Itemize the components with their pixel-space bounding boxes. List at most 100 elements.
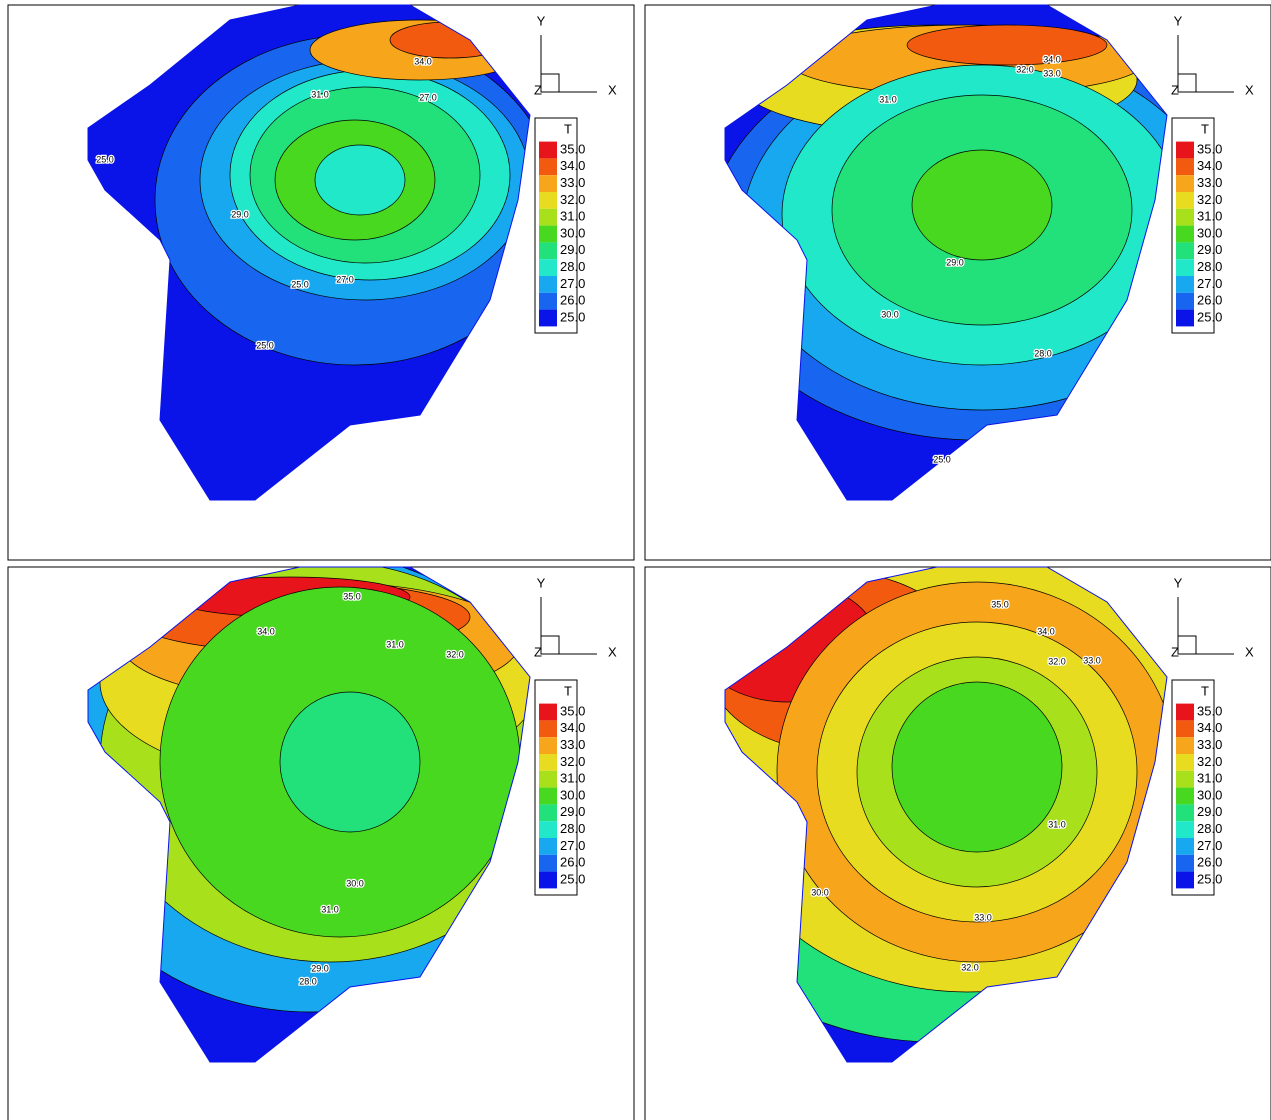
legend-swatch (539, 720, 557, 738)
contour-label: 25.0 (256, 340, 274, 350)
axis-label-z: Z (1171, 82, 1179, 97)
legend-title: T (1201, 121, 1209, 136)
legend-swatch (539, 703, 557, 721)
legend-level: 26.0 (560, 293, 585, 308)
contour-label: 29.0 (946, 257, 964, 267)
contour-label: 25.0 (96, 154, 114, 164)
contour-label: 30.0 (346, 878, 364, 888)
panel: 35.034.032.031.030.028.029.031.0YXZT35.0… (7, 566, 635, 1120)
legend-level: 30.0 (560, 787, 585, 802)
contour-label: 29.0 (311, 963, 329, 973)
contour-label: 31.0 (321, 904, 339, 914)
contour-label: 28.0 (1034, 348, 1052, 358)
axis-label-x: X (1245, 644, 1254, 659)
legend-level: 32.0 (1197, 754, 1222, 769)
contour-band (314, 144, 406, 216)
contour-label: 32.0 (1016, 64, 1034, 74)
contour-label: 27.0 (336, 274, 354, 284)
contour-label: 33.0 (1043, 68, 1061, 78)
legend-level: 34.0 (1197, 720, 1222, 735)
legend-swatch (1176, 276, 1194, 293)
legend-swatch (539, 804, 557, 822)
legend-swatch (539, 838, 557, 855)
contour-field (88, 567, 530, 1062)
legend-level: 34.0 (560, 158, 585, 173)
axis-label-y: Y (537, 575, 546, 590)
legend-swatch (1176, 787, 1194, 805)
legend-level: 35.0 (1197, 703, 1222, 718)
legend-level: 32.0 (1197, 192, 1222, 207)
legend-level: 30.0 (560, 225, 585, 240)
axis-label-x: X (608, 644, 617, 659)
legend-level: 31.0 (560, 209, 585, 224)
legend-swatch (539, 208, 557, 226)
contour-label: 28.0 (299, 976, 317, 986)
legend-level: 26.0 (1197, 855, 1222, 870)
contour-label: 30.0 (881, 309, 899, 319)
legend-level: 27.0 (560, 276, 585, 291)
legend-swatch (1176, 141, 1194, 159)
domain-outline (724, 4, 1168, 501)
panel: 25.0 25.0 27.0 25.0 29.0 31.0 34.0 27.0 Y X Z T 35.0… (7, 4, 635, 561)
legend-level: 27.0 (1197, 276, 1222, 291)
legend-level: 29.0 (560, 804, 585, 819)
legend-swatch (1176, 192, 1194, 209)
axis-label-z: Z (534, 644, 542, 659)
contour-label: 32.0 (961, 962, 979, 972)
legend-level: 30.0 (1197, 787, 1222, 802)
legend-level: 33.0 (560, 175, 585, 190)
contour-band (891, 681, 1063, 853)
axis-label-x: X (1245, 82, 1254, 97)
legend-level: 30.0 (1197, 225, 1222, 240)
legend-swatch (539, 259, 557, 276)
legend-level: 34.0 (560, 720, 585, 735)
legend-swatch (539, 787, 557, 805)
legend-swatch (1176, 259, 1194, 276)
legend-level: 31.0 (560, 771, 585, 786)
legend-swatch (1176, 737, 1194, 754)
contour-label: 33.0 (1083, 655, 1101, 665)
axis-label-x: X (608, 82, 617, 97)
legend-swatch (539, 770, 557, 788)
legend-level: 33.0 (1197, 175, 1222, 190)
axis-label-z: Z (534, 82, 542, 97)
legend-swatch (1176, 208, 1194, 226)
legend-swatch (539, 175, 557, 192)
contour-label: 30.0 (811, 887, 829, 897)
legend-level: 26.0 (1197, 293, 1222, 308)
legend-level: 31.0 (1197, 771, 1222, 786)
contour-label: 31.0 (311, 89, 329, 99)
contour-label: 25.0 (933, 454, 951, 464)
contour-band (906, 24, 1108, 66)
legend-swatch (1176, 309, 1194, 327)
legend-level: 29.0 (1197, 242, 1222, 257)
axis-box (1177, 635, 1197, 655)
axis-box (540, 73, 560, 93)
legend-level: 28.0 (560, 259, 585, 274)
legend-level: 27.0 (1197, 838, 1222, 853)
legend-level: 34.0 (1197, 158, 1222, 173)
contour-label: 32.0 (446, 649, 464, 659)
legend-level: 25.0 (1197, 309, 1222, 324)
legend-swatch (1176, 242, 1194, 260)
panel: 35.0 34.0 33.0 32.0 31.0 33.0 32.0 30.0 Y X Z T 35.0… (644, 566, 1271, 1120)
legend-swatch (1176, 821, 1194, 838)
axis-label-y: Y (1174, 575, 1183, 590)
legend-level: 28.0 (1197, 821, 1222, 836)
contour-label: 33.0 (974, 912, 992, 922)
legend-swatch (1176, 292, 1194, 310)
legend-swatch (539, 141, 557, 159)
axis-label-y: Y (1174, 13, 1183, 28)
contour-label: 27.0 (419, 92, 437, 102)
legend-level: 25.0 (560, 871, 585, 886)
legend-level: 33.0 (560, 737, 585, 752)
legend-swatch (539, 821, 557, 838)
contour-label: 29.0 (231, 209, 249, 219)
legend-swatch (1176, 175, 1194, 192)
legend-level: 35.0 (560, 141, 585, 156)
legend-swatch (539, 871, 557, 889)
legend-level: 32.0 (560, 754, 585, 769)
legend-swatch (539, 242, 557, 260)
axis-label-z: Z (1171, 644, 1179, 659)
legend-swatch (539, 292, 557, 310)
